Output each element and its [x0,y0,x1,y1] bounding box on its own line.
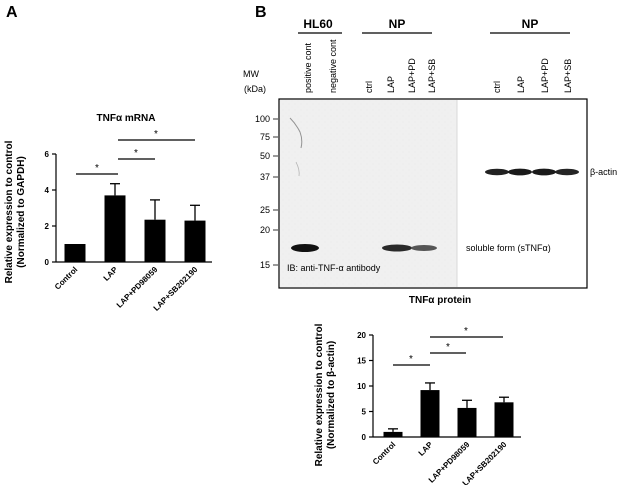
lane-label-right: ctrl [492,81,502,93]
chart-b-ytick-label: 15 [357,357,366,366]
chart-a-sig-star-3: * [154,129,158,140]
chart-b-category-label: Control [371,440,397,466]
chart-a-title: TNFα mRNA [97,113,156,124]
lane-label-left: ctrl [364,81,374,93]
chart-b-category-label: LAP [417,440,435,458]
chart-b-bar [420,390,440,437]
blot-membrane-texture [280,100,457,287]
chart-b-bar [457,407,477,437]
mw-marker-label: 50 [260,151,270,161]
blot-smudge-2 [295,161,300,177]
mw-label: MW [243,69,259,79]
chart-a-ytick-label: 6 [45,150,50,159]
mw-marker-label: 100 [255,114,270,124]
mw-marker-label: 15 [260,260,270,270]
chart-b-sig-star-1: * [409,354,413,365]
chart-b-ytick-label: 0 [362,433,367,442]
band-lap [382,244,412,252]
lane-label-right: LAP+SB [563,59,573,93]
mw-unit-label: (kDa) [244,84,266,94]
lane-label-left: LAP+PD [407,58,417,93]
chart-a-sig-star-2: * [134,148,138,159]
chart-b-ylabel-1: Relative expression to control [314,323,325,466]
western-blot: HL60 NP NP positive cont negative cont ctr… [243,17,617,306]
lane-label-left: LAP [386,76,396,93]
chart-a-category-label: Control [53,265,79,291]
chart-a: TNFα mRNA Relative expression to control… [4,113,212,313]
chart-b-sig-star-2: * [446,342,450,353]
panel-letter-a: A [6,4,18,21]
chart-a-ylabel-1: Relative expression to control [4,140,15,283]
band-positive-control [291,244,319,252]
chart-a-bar [104,195,126,262]
chart-a-ytick-label: 2 [45,222,50,231]
chart-a-bar [184,220,206,262]
chart-a-category-label: LAP [102,265,120,283]
chart-b-ytick-label: 20 [357,331,366,340]
group-label-np-1: NP [389,17,406,31]
antibody-label: IB: anti-TNF-α antibody [287,263,381,273]
chart-b-ylabel-2: (Normalized to β-actin) [326,341,337,449]
panel-letter-b: B [255,4,267,21]
chart-b-ytick-label: 10 [357,382,366,391]
chart-a-category-label: LAP+PD98059 [115,265,160,310]
chart-a-sig-star-1: * [95,163,99,174]
lane-label-right: LAP [516,76,526,93]
band-actin-ctrl [485,168,509,176]
chart-a-ytick-label: 4 [45,186,50,195]
group-label-np-2: NP [522,17,539,31]
band-actin-lap-sb [555,168,579,176]
lane-label-left: negative cont [328,39,338,93]
beta-actin-label: β-actin [590,167,617,177]
blot-caption: TNFα protein [409,295,471,306]
blot-smudge [289,117,303,149]
chart-a-bar [144,219,166,262]
band-actin-lap-pd [532,168,556,176]
chart-b-bar [383,431,403,437]
chart-a-ytick-label: 0 [45,258,50,267]
mw-marker-label: 75 [260,132,270,142]
group-label-hl60: HL60 [303,17,333,31]
band-actin-lap [508,168,532,176]
band-lap-pd-sb [411,245,437,251]
mw-marker-label: 25 [260,205,270,215]
mw-marker-label: 20 [260,225,270,235]
chart-a-ylabel-2: (Normalized to GAPDH) [16,156,27,268]
chart-b-bar [494,402,514,437]
lane-label-left: LAP+SB [427,59,437,93]
lane-label-left: positive cont [303,42,313,93]
chart-b-sig-star-3: * [464,326,468,337]
mw-marker-label: 37 [260,172,270,182]
soluble-form-label: soluble form (sTNFα) [466,243,551,253]
lane-label-right: LAP+PD [540,58,550,93]
chart-b-ytick-label: 5 [362,408,367,417]
chart-b: Relative expression to control (Normaliz… [314,323,521,485]
chart-a-bar [64,244,86,262]
